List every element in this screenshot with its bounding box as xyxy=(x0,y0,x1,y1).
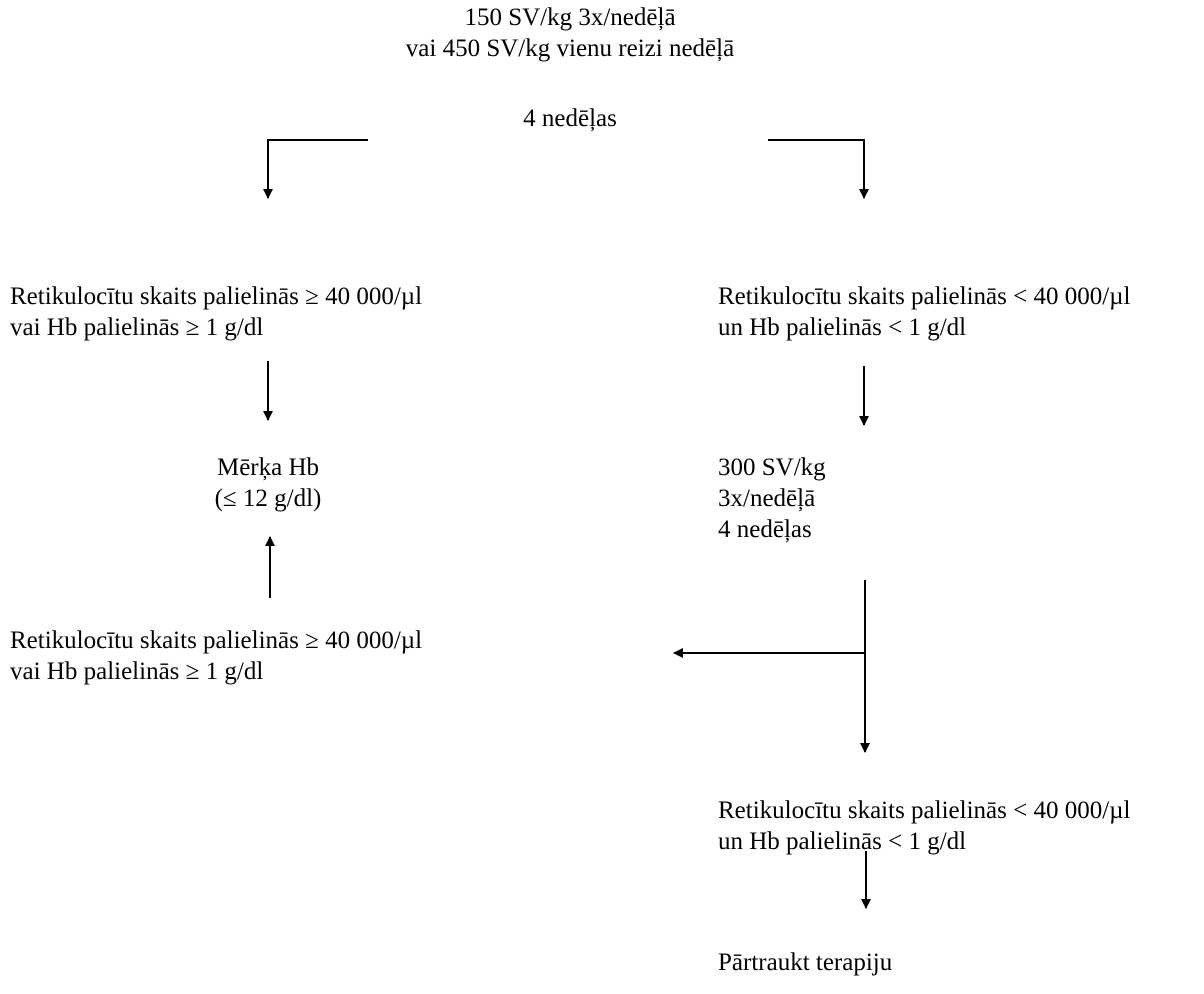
right-response: Retikulocītu skaits palielinās < 40 000/… xyxy=(718,281,1131,343)
arrow-to-right-response xyxy=(768,139,869,199)
right-response-line-2: un Hb palielinās < 1 g/dl xyxy=(718,314,967,341)
increased-dose: 300 SV/kg 3x/nedēļā 4 nedēļas xyxy=(718,452,826,545)
left-response-2-line-1: Retikulocītu skaits palielinās ≥ 40 000/… xyxy=(10,627,423,654)
left-response: Retikulocītu skaits palielinās ≥ 40 000/… xyxy=(10,281,422,343)
target-hb-line-2: (≤ 12 g/dl) xyxy=(214,485,322,512)
left-response-line-1: Retikulocītu skaits palielinās ≥ 40 000/… xyxy=(10,283,423,310)
left-response-2: Retikulocītu skaits palielinās ≥ 40 000/… xyxy=(10,625,422,687)
left-response-line-2: vai Hb palielinās ≥ 1 g/dl xyxy=(10,314,264,341)
start-dose-line-2: vai 450 SV/kg vienu reizi nedēļā xyxy=(405,35,735,62)
start-dose: 150 SV/kg 3x/nedēļā vai 450 SV/kg vienu … xyxy=(370,2,770,64)
left-response-2-line-2: vai Hb palielinās ≥ 1 g/dl xyxy=(10,658,264,685)
right-response-line-1: Retikulocītu skaits palielinās < 40 000/… xyxy=(718,283,1131,310)
increased-dose-line-1: 300 SV/kg xyxy=(718,454,826,481)
right-response-2: Retikulocītu skaits palielinās < 40 000/… xyxy=(718,795,1131,857)
target-hb-line-1: Mērķa Hb xyxy=(216,454,320,481)
increased-dose-line-3: 4 nedēļas xyxy=(718,516,812,543)
period-label: 4 nedēļas xyxy=(523,105,617,132)
start-dose-line-1: 150 SV/kg 3x/nedēļā xyxy=(464,4,676,31)
stop-therapy: Pārtraukt terapiju xyxy=(718,949,893,976)
right-response-2-line-1: Retikulocītu skaits palielinās < 40 000/… xyxy=(718,797,1131,824)
right-response-2-line-2: un Hb palielinās < 1 g/dl xyxy=(718,828,967,855)
arrow-to-left-response xyxy=(263,139,368,199)
increased-dose-line-2: 3x/nedēļā xyxy=(718,485,816,512)
target-hb: Mērķa Hb (≤ 12 g/dl) xyxy=(168,452,368,514)
